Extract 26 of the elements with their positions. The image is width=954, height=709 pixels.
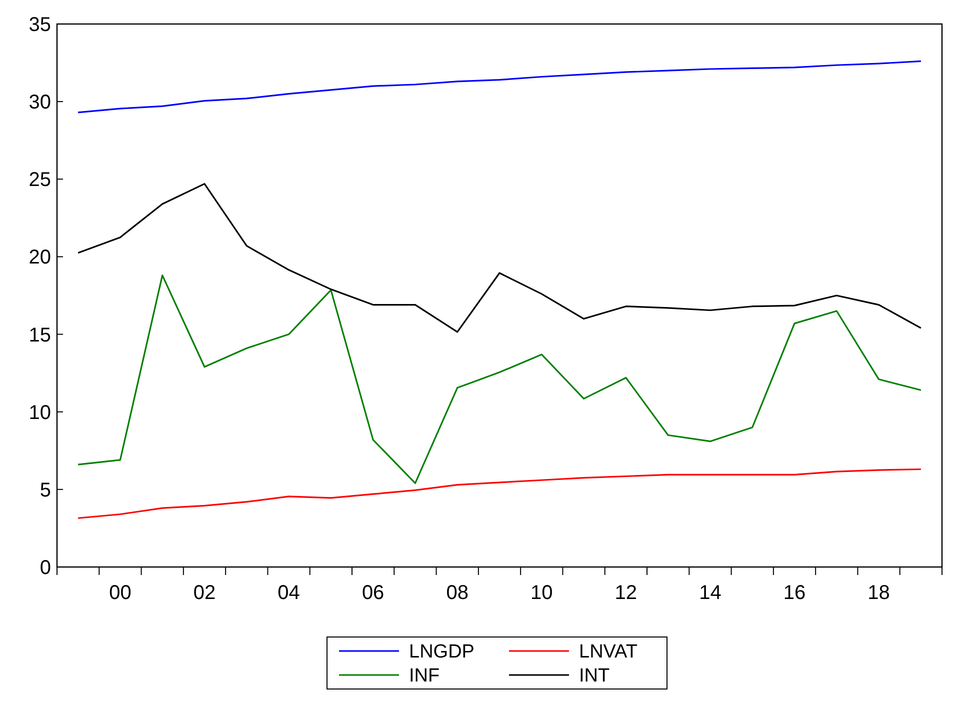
x-tick-label: 00 bbox=[109, 582, 132, 604]
line-series bbox=[77, 468, 922, 519]
line-series bbox=[77, 274, 922, 484]
x-tick-label: 04 bbox=[278, 582, 300, 604]
line-series bbox=[77, 60, 922, 114]
legend-label: LNGDP bbox=[409, 642, 474, 663]
x-tick-label: 10 bbox=[530, 582, 553, 604]
y-tick-label: 15 bbox=[28, 324, 51, 346]
x-tick-label: 08 bbox=[446, 582, 468, 604]
y-tick-label: 35 bbox=[28, 14, 51, 36]
x-tick-label: 06 bbox=[362, 582, 384, 604]
x-tick-label: 02 bbox=[193, 582, 216, 604]
y-tick-label: 30 bbox=[28, 92, 51, 114]
y-tick-label: 10 bbox=[28, 402, 51, 424]
x-tick-label: 16 bbox=[783, 582, 806, 604]
legend-label: LNVAT bbox=[579, 642, 638, 663]
y-tick-label: 5 bbox=[40, 479, 51, 502]
x-tick-label: 14 bbox=[699, 582, 722, 604]
legend-label: INF bbox=[409, 666, 440, 687]
x-tick-label: 18 bbox=[868, 582, 890, 604]
y-tick-label: 25 bbox=[28, 169, 51, 192]
line-series bbox=[77, 182, 922, 333]
x-tick-label: 12 bbox=[614, 582, 638, 604]
y-tick-label: 20 bbox=[28, 246, 51, 269]
y-tick-label: 0 bbox=[40, 557, 51, 579]
legend-label: INT bbox=[579, 666, 610, 687]
